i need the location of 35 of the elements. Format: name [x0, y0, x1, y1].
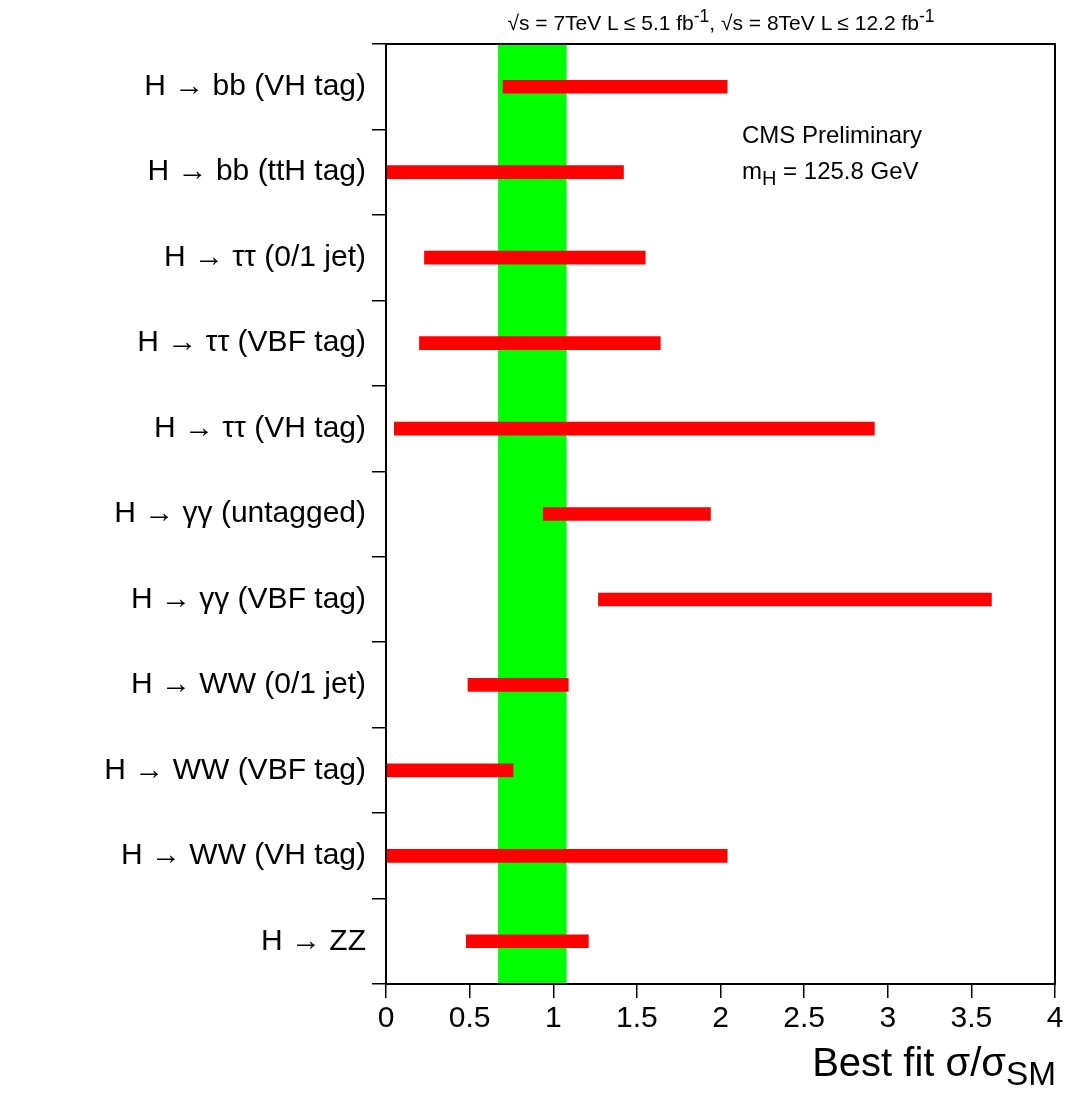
bar: [502, 79, 728, 94]
x-tick-label: 0: [377, 1000, 395, 1034]
bar: [386, 848, 728, 863]
bar: [542, 507, 711, 521]
bar: [386, 165, 624, 180]
bar: [465, 934, 589, 949]
y-tick-label: H → WW (0/1 jet): [130, 666, 366, 700]
bar: [424, 250, 646, 265]
x-tick-label: 1: [544, 1000, 562, 1034]
x-tick-label: 4: [1046, 1000, 1064, 1034]
y-tick-label: H → ZZ: [261, 922, 366, 956]
annotation: CMS Preliminary: [742, 120, 923, 150]
x-tick-label: 2: [712, 1000, 729, 1034]
x-tick-label: 3: [879, 1000, 897, 1034]
x-tick-label: 3.5: [950, 1000, 993, 1034]
x-tick-label: 2.5: [783, 1000, 825, 1034]
y-tick-label: H → γγ (untagged): [114, 495, 366, 529]
y-tick-label: H → ττ (VH tag): [153, 409, 366, 443]
y-tick-label: H → bb (ttH tag): [147, 153, 366, 187]
bar: [419, 336, 661, 350]
x-axis-title: Best fit σ/σ$_{SM}$: [812, 1040, 1056, 1093]
bar: [386, 763, 514, 778]
y-tick-label: H → γγ (VBF tag): [130, 580, 366, 614]
bar: [467, 678, 569, 692]
x-tick-label: 1.5: [616, 1000, 658, 1034]
y-tick-label: H → ττ (VBF tag): [137, 324, 366, 358]
y-tick-label: H → WW (VH tag): [121, 837, 366, 871]
annotation: m$_{H}$ = 125.8 GeV: [742, 156, 920, 191]
chart-title: √s = 7TeV L ≤ 5.1 fb$^{-1}$, √s = 8TeV L ≤ 12.2 fb$^{-1}$: [506, 6, 936, 35]
bar: [394, 421, 875, 436]
y-tick-label: H → WW (VBF tag): [104, 751, 366, 785]
bar: [598, 592, 992, 607]
y-tick-label: H → bb (VH tag): [144, 67, 366, 101]
x-tick-label: 0.5: [448, 1000, 491, 1034]
y-tick-label: H → ττ (0/1 jet): [163, 238, 366, 272]
